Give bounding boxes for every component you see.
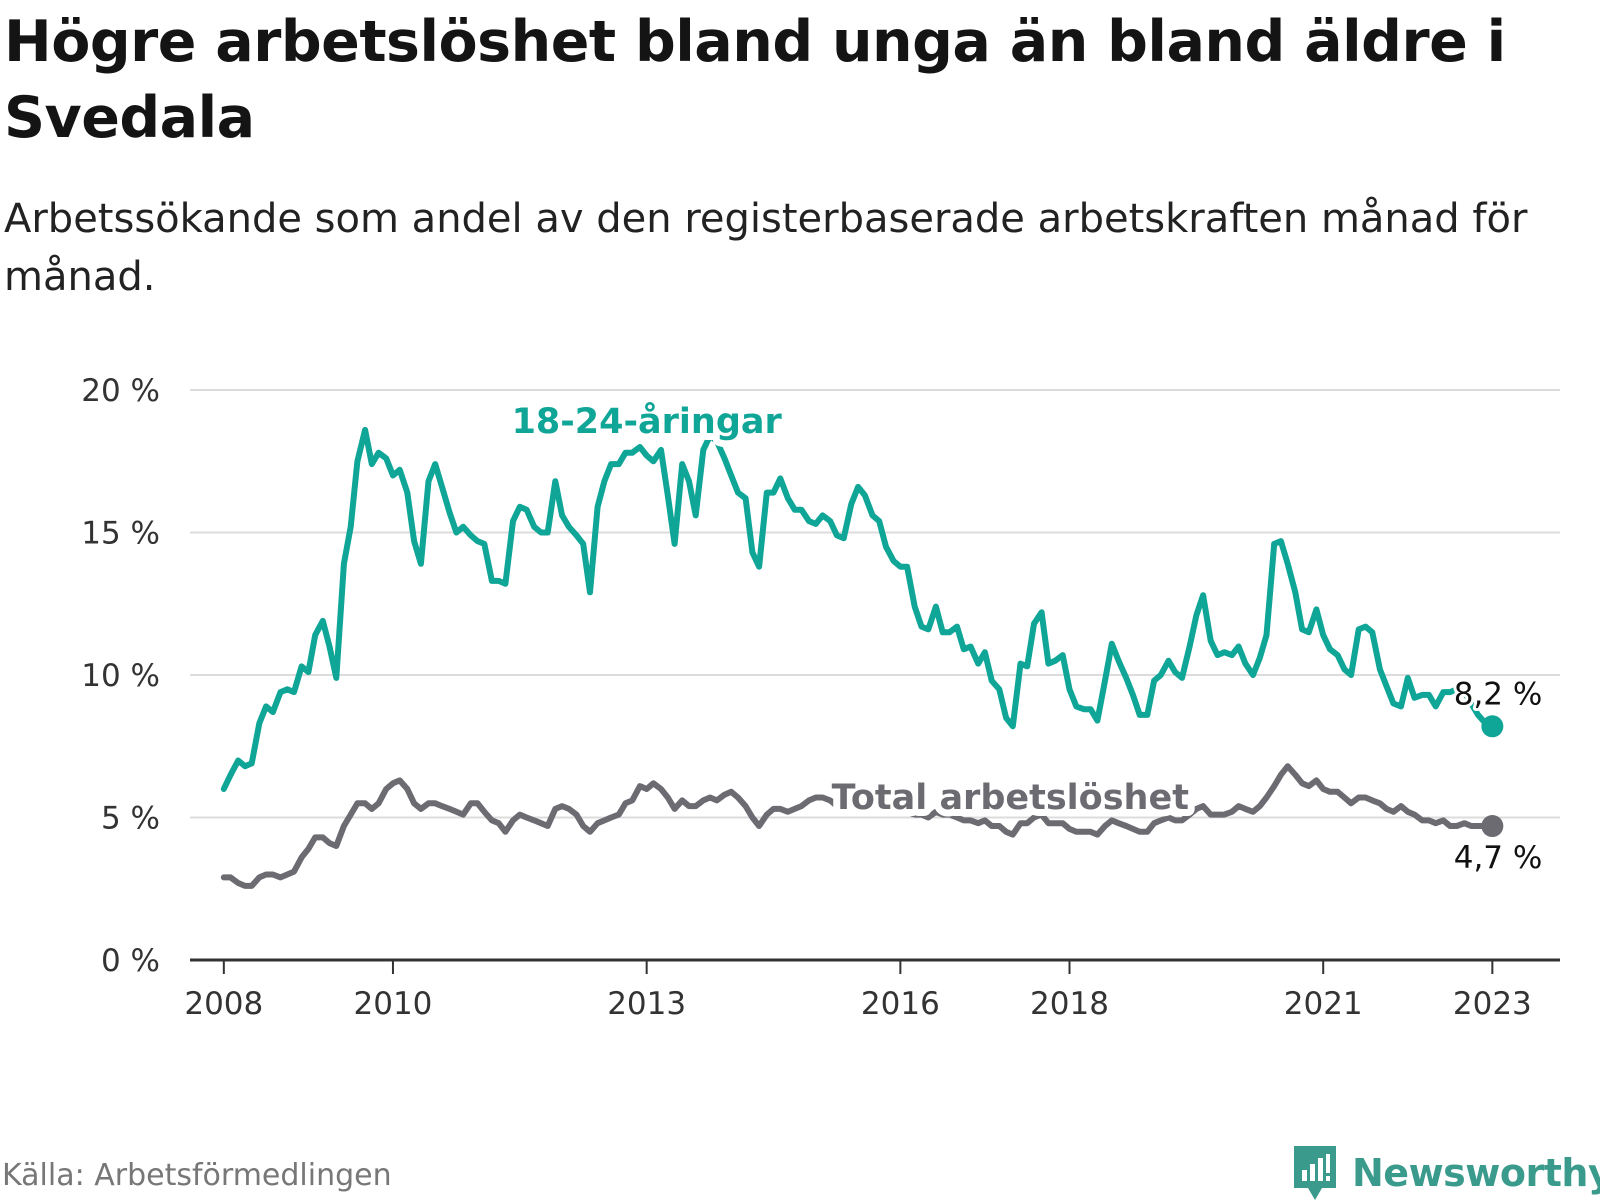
x-tick-label: 2018 (1030, 986, 1109, 1022)
newsworthy-logo-icon (1294, 1146, 1336, 1200)
gridlines (190, 389, 1560, 819)
youth-series-line (220, 426, 1496, 792)
chart-subtitle: Arbetssökande som andel av den registerb… (4, 196, 1528, 300)
brand-logo[interactable]: Newsworthy (1292, 1144, 1600, 1202)
axis-ticks: 0 % 5 % 10 % 15 % 20 % 2008 2010 2013 2016 2018 20… (81, 373, 1560, 1022)
x-tick-label: 2013 (607, 986, 686, 1022)
x-tick-label: 2008 (184, 986, 263, 1022)
x-tick-label: 2016 (861, 986, 940, 1022)
series-labels: 8,2 % 4,7 % 18-24-åringar Total arbetslöshe… (505, 394, 1546, 879)
y-tick-label: 0 % (101, 943, 160, 979)
total-series-label: Total arbetslöshet (832, 778, 1189, 818)
y-tick-label: 10 % (81, 658, 160, 694)
youth-end-value: 8,2 % (1454, 676, 1543, 712)
x-tick-label: 2021 (1284, 986, 1363, 1022)
y-tick-label: 5 % (101, 801, 160, 837)
youth-series-label: 18-24-åringar (512, 401, 783, 442)
brand-name: Newsworthy (1352, 1151, 1600, 1195)
source-note: Källa: Arbetsförmedlingen (2, 1158, 392, 1193)
line-chart: 0 % 5 % 10 % 15 % 20 % 2008 2010 2013 2016 2018 20… (81, 373, 1560, 1022)
y-tick-label: 20 % (81, 373, 160, 409)
series-lines (220, 426, 1504, 889)
total-series-line (220, 763, 1496, 889)
y-tick-label: 15 % (81, 516, 160, 552)
x-tick-label: 2023 (1453, 986, 1532, 1022)
chart-title: Högre arbetslöshet bland unga än bland ä… (4, 9, 1506, 151)
total-end-value: 4,7 % (1454, 840, 1543, 876)
total-end-marker (1481, 815, 1504, 838)
x-tick-label: 2010 (354, 986, 433, 1022)
youth-end-marker (1481, 715, 1504, 738)
